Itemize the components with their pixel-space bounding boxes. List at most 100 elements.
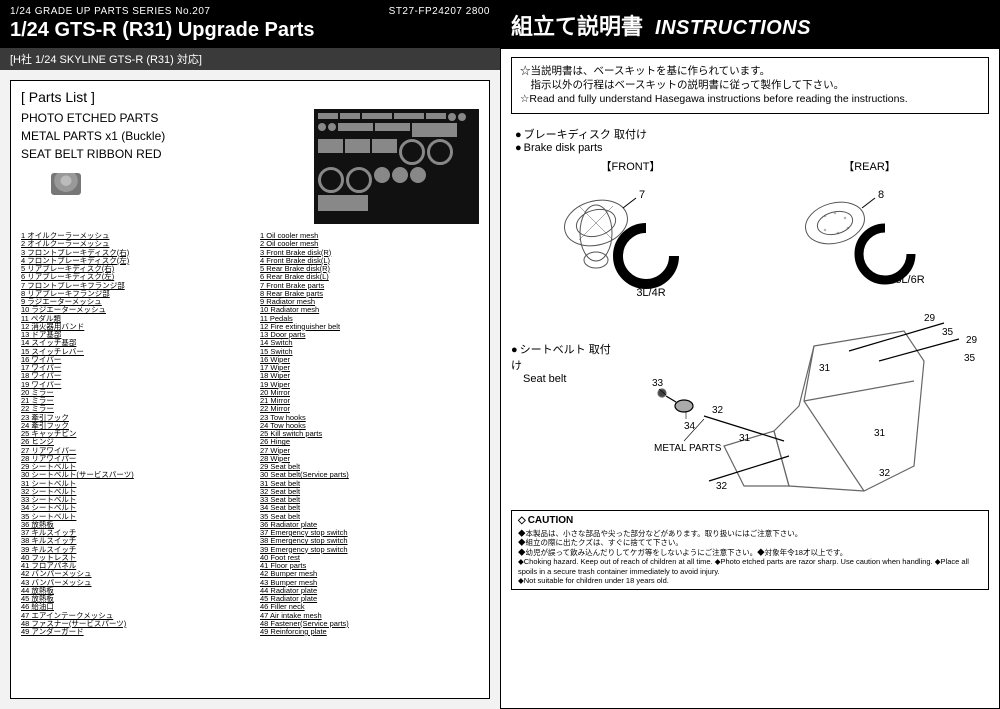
included-1: PHOTO ETCHED PARTS <box>21 109 165 127</box>
parts-row-en: 6 Rear Brake disk(L) <box>260 273 479 281</box>
caution-line-2: ◆組立の際に出たクズは、すぐに捨てて下さい。 <box>518 538 982 547</box>
parts-row-en: 10 Radiator mesh <box>260 306 479 314</box>
brake-rear-diagram: 8 5L/6R <box>780 178 960 298</box>
parts-row-jp: 25 キャッチピン <box>21 430 240 438</box>
metal-parts-label: METAL PARTS <box>654 443 722 454</box>
parts-row-en: 27 Wiper <box>260 447 479 455</box>
parts-row-jp: 39 キルスイッチ <box>21 546 240 554</box>
caution-box: CAUTION ◆本製品は、小さな部品や尖った部分などがあります。取り扱いにはご… <box>511 510 989 591</box>
seat-diagram: 29 29 35 35 31 31 31 32 32 32 33 34 META… <box>619 311 989 506</box>
front-label: 【FRONT】 <box>531 158 731 174</box>
parts-row-jp: 21 ミラー <box>21 397 240 405</box>
instructions-header: 組立て説明書 INSTRUCTIONS <box>501 1 999 49</box>
parts-row-jp: 28 リアワイパー <box>21 455 240 463</box>
parts-row-jp: 20 ミラー <box>21 389 240 397</box>
parts-list-title: [ Parts List ] <box>21 89 479 105</box>
photo-etch-sheet-image <box>314 109 479 224</box>
c29a: 29 <box>924 313 936 324</box>
parts-row-jp: 19 ワイパー <box>21 381 240 389</box>
parts-row-en: 16 Wiper <box>260 356 479 364</box>
parts-row-jp: 42 バンパーメッシュ <box>21 570 240 578</box>
parts-row-en: 45 Radiator plate <box>260 595 479 603</box>
c35a: 35 <box>942 327 954 338</box>
callout-8: 8 <box>878 189 884 201</box>
parts-row-jp: 8 リアブレーキフランジ部 <box>21 290 240 298</box>
parts-row-jp: 45 放熱板 <box>21 595 240 603</box>
parts-row-en: 9 Radiator mesh <box>260 298 479 306</box>
brake-front-block: 【FRONT】 7 3L/4R <box>531 158 731 303</box>
parts-column-english: 1 Oil cooler mesh2 Oil cooler mesh3 Fron… <box>260 232 479 636</box>
brake-diagram-area: 【FRONT】 7 3L/4R 【REAR】 <box>511 158 989 303</box>
parts-row-en: 14 Switch <box>260 339 479 347</box>
c32b: 32 <box>716 481 728 492</box>
parts-row-jp: 16 ワイパー <box>21 356 240 364</box>
parts-row-jp: 23 牽引フック <box>21 414 240 422</box>
instructions-title-jp: 組立て説明書 <box>511 9 643 41</box>
c32a: 32 <box>712 405 724 416</box>
parts-column-japanese: 1 オイルクーラーメッシュ2 オイルクーラーメッシュ3 フロントブレーキディスク… <box>21 232 240 636</box>
left-panel: 1/24 GRADE UP PARTS SERIES No.207 ST27-F… <box>0 0 500 709</box>
parts-row-jp: 26 ヒンジ <box>21 438 240 446</box>
parts-row-en: 46 Filler neck <box>260 603 479 611</box>
parts-row-en: 8 Rear Brake parts <box>260 290 479 298</box>
c35b: 35 <box>964 353 976 364</box>
parts-row-en: 28 Wiper <box>260 455 479 463</box>
seat-section-label: シートベルト 取付け Seat belt <box>511 311 611 506</box>
instructions-title-en: INSTRUCTIONS <box>655 17 811 40</box>
parts-row-jp: 34 シートベルト <box>21 504 240 512</box>
parts-row-jp: 15 スイッチレバー <box>21 348 240 356</box>
parts-row-en: 43 Bumper mesh <box>260 579 479 587</box>
parts-row-en: 40 Foot rest <box>260 554 479 562</box>
brake-jp: ブレーキディスク 取付け <box>515 126 985 142</box>
parts-row-en: 25 Kill switch parts <box>260 430 479 438</box>
callout-rear: 5L/6R <box>895 274 924 286</box>
parts-row-en: 48 Fastener(Service parts) <box>260 620 479 628</box>
product-code: ST27-FP24207 2800 <box>389 6 490 17</box>
brake-en: Brake disk parts <box>515 142 985 154</box>
parts-row-jp: 24 牽引フック <box>21 422 240 430</box>
compatibility-bar: [H社 1/24 SKYLINE GTS-R (R31) 対応] <box>0 48 500 70</box>
parts-row-en: 2 Oil cooler mesh <box>260 240 479 248</box>
parts-row-en: 3 Front Brake disk(R) <box>260 249 479 257</box>
brake-section-label: ブレーキディスク 取付け Brake disk parts <box>515 126 985 154</box>
parts-row-en: 18 Wiper <box>260 372 479 380</box>
parts-row-jp: 31 シートベルト <box>21 480 240 488</box>
parts-row-jp: 6 リアブレーキディスク(左) <box>21 273 240 281</box>
parts-row-en: 23 Tow hooks <box>260 414 479 422</box>
parts-row-en: 1 Oil cooler mesh <box>260 232 479 240</box>
included-3: SEAT BELT RIBBON RED <box>21 145 165 163</box>
parts-row-jp: 41 フロアパネル <box>21 562 240 570</box>
parts-row-en: 15 Switch <box>260 348 479 356</box>
parts-row-jp: 14 スイッチ基部 <box>21 339 240 347</box>
parts-row-en: 34 Seat belt <box>260 504 479 512</box>
parts-row-en: 20 Mirror <box>260 389 479 397</box>
parts-row-jp: 7 フロントブレーキフランジ部 <box>21 282 240 290</box>
parts-row-jp: 2 オイルクーラーメッシュ <box>21 240 240 248</box>
parts-row-jp: 47 エアインテークメッシュ <box>21 612 240 620</box>
parts-row-en: 22 Mirror <box>260 405 479 413</box>
product-title: 1/24 GTS-R (R31) Upgrade Parts <box>10 19 490 42</box>
parts-row-jp: 1 オイルクーラーメッシュ <box>21 232 240 240</box>
parts-row-en: 13 Door parts <box>260 331 479 339</box>
parts-row-jp: 3 フロントブレーキディスク(右) <box>21 249 240 257</box>
caution-title: CAUTION <box>518 515 982 528</box>
parts-row-en: 11 Pedals <box>260 315 479 323</box>
parts-number-list: 1 オイルクーラーメッシュ2 オイルクーラーメッシュ3 フロントブレーキディスク… <box>21 232 479 636</box>
product-header: 1/24 GRADE UP PARTS SERIES No.207 ST27-F… <box>0 0 500 48</box>
note-3: ☆Read and fully understand Hasegawa inst… <box>520 92 980 106</box>
parts-row-jp: 35 シートベルト <box>21 513 240 521</box>
parts-row-jp: 32 シートベルト <box>21 488 240 496</box>
parts-row-jp: 46 給油口 <box>21 603 240 611</box>
parts-row-en: 32 Seat belt <box>260 488 479 496</box>
right-panel: 組立て説明書 INSTRUCTIONS ☆当説明書は、ベースキットを基に作られて… <box>500 0 1000 709</box>
c29b: 29 <box>966 335 978 346</box>
parts-row-en: 29 Seat belt <box>260 463 479 471</box>
caution-line-5: ◆Not suitable for children under 18 year… <box>518 576 982 585</box>
parts-row-jp: 22 ミラー <box>21 405 240 413</box>
parts-row-jp: 9 ラジエーターメッシュ <box>21 298 240 306</box>
parts-row-en: 21 Mirror <box>260 397 479 405</box>
parts-row-jp: 43 バンパーメッシュ <box>21 579 240 587</box>
parts-row-en: 4 Front Brake disk(L) <box>260 257 479 265</box>
parts-row-jp: 27 リアワイパー <box>21 447 240 455</box>
parts-row-en: 31 Seat belt <box>260 480 479 488</box>
